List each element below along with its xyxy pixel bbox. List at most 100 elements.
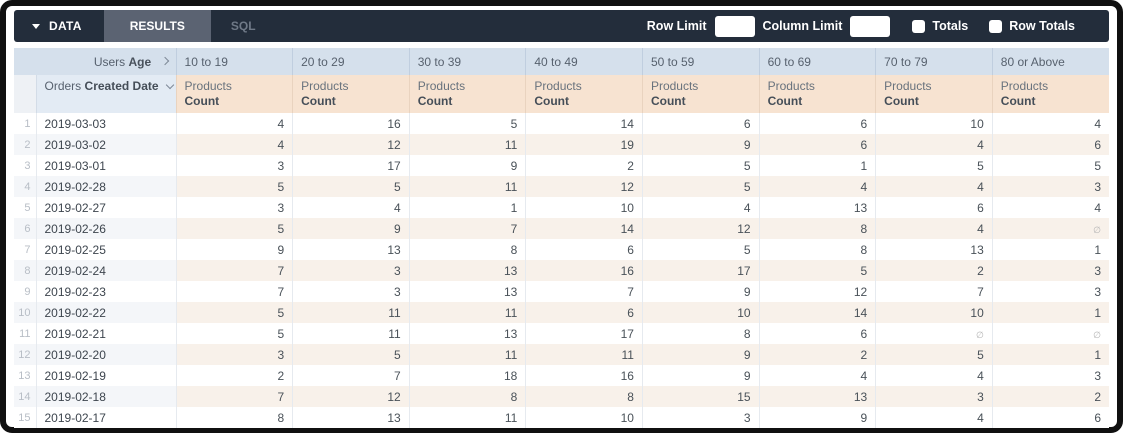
value-cell[interactable]: 6 xyxy=(525,302,643,323)
value-cell[interactable]: 14 xyxy=(525,218,643,239)
value-cell[interactable]: 5 xyxy=(175,302,293,323)
value-cell[interactable]: 3 xyxy=(292,260,410,281)
value-cell[interactable]: 11 xyxy=(292,302,410,323)
tab-data[interactable]: DATA xyxy=(14,10,104,42)
date-cell[interactable]: 2019-02-26 xyxy=(36,218,177,239)
pivot-dimension-header[interactable]: Users Age xyxy=(14,48,177,75)
column-limit-input[interactable] xyxy=(850,15,891,37)
value-cell[interactable]: 13 xyxy=(758,197,876,218)
row-dimension-header[interactable]: Orders Created Date xyxy=(35,75,177,113)
value-cell[interactable]: 8 xyxy=(641,323,760,344)
date-cell[interactable]: 2019-02-18 xyxy=(36,386,177,407)
value-cell[interactable]: 3 xyxy=(641,407,760,428)
value-cell[interactable]: 18 xyxy=(408,365,526,386)
value-cell[interactable]: 3 xyxy=(175,197,293,218)
pivot-column-header[interactable]: 40 to 49 xyxy=(525,48,643,75)
value-cell[interactable]: 16 xyxy=(292,113,410,134)
value-cell[interactable]: 17 xyxy=(292,155,410,176)
date-cell[interactable]: 2019-02-19 xyxy=(36,365,177,386)
value-cell[interactable]: 4 xyxy=(875,407,993,428)
value-cell[interactable]: 16 xyxy=(525,365,643,386)
row-limit-input[interactable] xyxy=(714,15,755,37)
pivot-column-header[interactable]: 70 to 79 xyxy=(875,48,993,75)
pivot-column-header[interactable]: 80 or Above xyxy=(991,48,1109,75)
value-cell[interactable]: 4 xyxy=(758,176,876,197)
value-cell[interactable]: 11 xyxy=(525,344,643,365)
value-cell[interactable]: 10 xyxy=(525,197,643,218)
value-cell[interactable]: 5 xyxy=(175,323,293,344)
value-cell[interactable]: 4 xyxy=(175,134,293,155)
value-cell[interactable]: ∅ xyxy=(991,218,1109,239)
value-cell[interactable]: 12 xyxy=(292,134,410,155)
value-cell[interactable]: 4 xyxy=(875,218,993,239)
value-cell[interactable]: 9 xyxy=(641,134,760,155)
value-cell[interactable]: 5 xyxy=(408,113,526,134)
value-cell[interactable]: 1 xyxy=(758,155,876,176)
value-cell[interactable]: 9 xyxy=(408,155,526,176)
date-cell[interactable]: 2019-02-28 xyxy=(36,176,177,197)
value-cell[interactable]: 11 xyxy=(408,176,526,197)
value-cell[interactable]: 17 xyxy=(641,260,760,281)
value-cell[interactable]: 3 xyxy=(175,344,293,365)
value-cell[interactable]: 8 xyxy=(408,239,526,260)
value-cell[interactable]: 4 xyxy=(175,113,293,134)
value-cell[interactable]: 10 xyxy=(875,302,993,323)
measure-header[interactable]: Products Count xyxy=(525,75,643,113)
measure-header[interactable]: Products Count xyxy=(175,75,293,113)
value-cell[interactable]: 9 xyxy=(641,281,760,302)
value-cell[interactable]: 3 xyxy=(292,281,410,302)
date-cell[interactable]: 2019-03-02 xyxy=(36,134,177,155)
value-cell[interactable]: 16 xyxy=(525,260,643,281)
value-cell[interactable]: 5 xyxy=(875,155,993,176)
value-cell[interactable]: 11 xyxy=(408,344,526,365)
value-cell[interactable]: 5 xyxy=(758,260,876,281)
value-cell[interactable]: 4 xyxy=(292,197,410,218)
value-cell[interactable]: 13 xyxy=(875,239,993,260)
value-cell[interactable]: 11 xyxy=(408,407,526,428)
value-cell[interactable]: 10 xyxy=(641,302,760,323)
value-cell[interactable]: 6 xyxy=(991,407,1109,428)
measure-header[interactable]: Products Count xyxy=(292,75,410,113)
value-cell[interactable]: 5 xyxy=(875,344,993,365)
date-cell[interactable]: 2019-02-23 xyxy=(36,281,177,302)
value-cell[interactable]: 5 xyxy=(175,218,293,239)
pivot-column-header[interactable]: 20 to 29 xyxy=(292,48,410,75)
value-cell[interactable]: 8 xyxy=(408,386,526,407)
value-cell[interactable]: 6 xyxy=(875,197,993,218)
date-cell[interactable]: 2019-02-22 xyxy=(36,302,177,323)
value-cell[interactable]: 9 xyxy=(641,344,760,365)
value-cell[interactable]: 7 xyxy=(175,260,293,281)
value-cell[interactable]: 8 xyxy=(758,218,876,239)
date-cell[interactable]: 2019-02-21 xyxy=(36,323,177,344)
date-cell[interactable]: 2019-02-25 xyxy=(36,239,177,260)
value-cell[interactable]: 5 xyxy=(991,155,1109,176)
measure-header[interactable]: Products Count xyxy=(758,75,876,113)
value-cell[interactable]: 15 xyxy=(641,386,760,407)
date-cell[interactable]: 2019-02-27 xyxy=(36,197,177,218)
value-cell[interactable]: 8 xyxy=(525,386,643,407)
value-cell[interactable]: 1 xyxy=(991,239,1109,260)
value-cell[interactable]: 4 xyxy=(875,365,993,386)
value-cell[interactable]: 1 xyxy=(408,197,526,218)
pivot-column-header[interactable]: 50 to 59 xyxy=(641,48,760,75)
value-cell[interactable]: 13 xyxy=(758,386,876,407)
value-cell[interactable]: 13 xyxy=(408,281,526,302)
value-cell[interactable]: 3 xyxy=(991,260,1109,281)
value-cell[interactable]: 4 xyxy=(991,197,1109,218)
date-cell[interactable]: 2019-02-20 xyxy=(36,344,177,365)
value-cell[interactable]: 4 xyxy=(991,113,1109,134)
value-cell[interactable]: 2 xyxy=(525,155,643,176)
measure-header[interactable]: Products Count xyxy=(641,75,760,113)
measure-header[interactable]: Products Count xyxy=(991,75,1109,113)
value-cell[interactable]: 2 xyxy=(175,365,293,386)
value-cell[interactable]: 13 xyxy=(292,239,410,260)
value-cell[interactable]: 12 xyxy=(641,218,760,239)
date-cell[interactable]: 2019-03-03 xyxy=(36,113,177,134)
value-cell[interactable]: 19 xyxy=(525,134,643,155)
value-cell[interactable]: 7 xyxy=(175,386,293,407)
value-cell[interactable]: 9 xyxy=(292,218,410,239)
row-totals-checkbox[interactable] xyxy=(989,19,1003,33)
value-cell[interactable]: 4 xyxy=(875,176,993,197)
value-cell[interactable]: 3 xyxy=(991,281,1109,302)
value-cell[interactable]: 1 xyxy=(991,344,1109,365)
